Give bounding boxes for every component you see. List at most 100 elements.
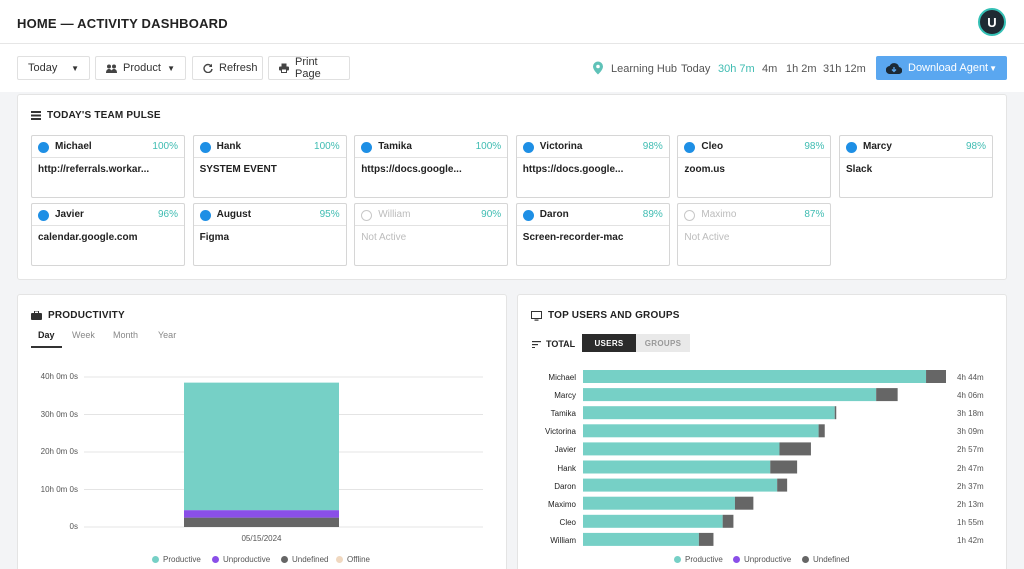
tab-day[interactable]: Day xyxy=(38,330,55,340)
stat-undefined: 1h 2m xyxy=(786,63,817,75)
bar-productive[interactable] xyxy=(184,382,339,511)
top-users-title: TOP USERS AND GROUPS xyxy=(531,310,680,321)
pulse-tile-daron[interactable]: Daron 89% Screen-recorder-mac xyxy=(515,202,670,266)
refresh-icon xyxy=(203,63,213,73)
tab-week[interactable]: Week xyxy=(72,330,95,340)
pulse-tile-tamika[interactable]: Tamika 100% https://docs.google... xyxy=(354,135,509,198)
refresh-button[interactable]: Refresh xyxy=(192,56,263,80)
legend-label: Offline xyxy=(347,555,370,564)
status-dot-icon xyxy=(361,209,373,221)
y-tick-label: 30h 0m 0s xyxy=(40,409,78,419)
tab-month[interactable]: Month xyxy=(113,330,139,340)
y-tick-label: 40h 0m 0s xyxy=(40,372,78,381)
current-app: https://docs.google... xyxy=(361,164,462,175)
user-time-javier: 2h 57m xyxy=(957,445,984,455)
bar-undefined[interactable] xyxy=(184,517,339,527)
user-name: Michael xyxy=(55,141,92,152)
status-dot-icon xyxy=(522,209,534,221)
user-time-hank: 2h 47m xyxy=(957,463,984,473)
status-dot-icon xyxy=(684,209,696,221)
tile-header: Cleo 98% xyxy=(678,136,831,158)
stat-productive: 30h 7m xyxy=(718,63,755,75)
legend-item-unproductive[interactable]: Unproductive xyxy=(212,555,270,564)
legend-swatch xyxy=(281,556,288,563)
tile-header: Michael 100% xyxy=(32,136,184,158)
user-label-victorina: Victorina xyxy=(545,427,576,437)
productivity-percent: 96% xyxy=(157,208,178,220)
pulse-tile-hank[interactable]: Hank 100% SYSTEM EVENT xyxy=(192,135,347,198)
total-sort-toggle[interactable]: TOTAL xyxy=(532,339,575,349)
tile-header: Hank 100% xyxy=(193,136,346,158)
avatar[interactable]: U xyxy=(978,8,1006,36)
legend-item-offline[interactable]: Offline xyxy=(336,555,370,564)
pulse-tile-michael[interactable]: Michael 100% http://referrals.workar... xyxy=(31,135,185,198)
date-range-select[interactable]: Today ▼ xyxy=(17,56,90,80)
productivity-percent: 98% xyxy=(804,141,825,152)
pulse-tile-august[interactable]: August 95% Figma xyxy=(192,202,347,266)
legend-item-unproductive[interactable]: Unproductive xyxy=(733,555,791,564)
user-name: Hank xyxy=(216,141,242,152)
tab-year[interactable]: Year xyxy=(158,330,177,340)
pulse-tile-javier[interactable]: Javier 96% calendar.google.com xyxy=(31,202,185,266)
user-label-maximo: Maximo xyxy=(547,499,576,509)
status-dot-icon xyxy=(684,142,696,153)
status-dot-icon xyxy=(522,142,534,153)
productivity-percent: 100% xyxy=(314,141,340,152)
groups-toggle-button[interactable]: GROUPS xyxy=(636,334,690,352)
bar-unproductive[interactable] xyxy=(184,510,339,518)
pulse-tile-victorina[interactable]: Victorina 98% https://docs.google... xyxy=(515,135,670,198)
cloud-download-icon xyxy=(886,62,902,74)
current-app: Not Active xyxy=(684,231,730,243)
productivity-percent: 100% xyxy=(152,141,178,152)
user-time-victorina: 3h 09m xyxy=(957,427,984,437)
user-name: Marcy xyxy=(863,141,892,152)
legend-swatch xyxy=(674,556,681,563)
legend-item-undefined[interactable]: Undefined xyxy=(281,555,328,564)
productivity-percent: 95% xyxy=(319,208,340,220)
pulse-tile-cleo[interactable]: Cleo 98% zoom.us xyxy=(677,135,832,198)
pulse-tile-maximo[interactable]: Maximo 87% Not Active xyxy=(677,202,832,266)
users-toggle-button[interactable]: USERS xyxy=(582,334,636,352)
legend-label: Undefined xyxy=(292,555,329,564)
y-tick-label: 20h 0m 0s xyxy=(40,447,78,456)
caret-down-icon: ▼ xyxy=(167,63,175,73)
status-dot-icon xyxy=(846,142,857,153)
user-name: Cleo xyxy=(701,141,724,152)
user-time-michael: 4h 44m xyxy=(957,373,984,382)
user-label-michael: Michael xyxy=(548,373,576,382)
legend-swatch xyxy=(336,556,343,563)
status-dot-icon xyxy=(38,142,49,153)
user-name: William xyxy=(378,208,411,220)
x-tick-label: 05/15/2024 xyxy=(241,534,282,543)
legend-item-productive[interactable]: Productive xyxy=(674,555,723,564)
legend-label: Productive xyxy=(163,555,201,564)
user-time-william: 1h 42m xyxy=(957,535,984,545)
legend-item-undefined[interactable]: Undefined xyxy=(802,555,849,564)
user-name: Daron xyxy=(539,208,569,220)
tile-header: Javier 96% xyxy=(32,204,184,226)
legend-item-productive[interactable]: Productive xyxy=(152,555,201,564)
pulse-tile-marcy[interactable]: Marcy 98% Slack xyxy=(839,135,993,198)
legend-label: Unproductive xyxy=(223,555,271,564)
tile-header: William 90% xyxy=(355,204,508,226)
user-label-daron: Daron xyxy=(554,481,576,491)
legend-swatch xyxy=(733,556,740,563)
team-pulse-title-text: TODAY'S TEAM PULSE xyxy=(47,110,161,121)
tile-header: Daron 89% xyxy=(516,204,669,226)
team-pulse-title: TODAY'S TEAM PULSE xyxy=(31,110,161,121)
download-agent-label: Download Agent xyxy=(908,62,989,74)
status-dot-icon xyxy=(38,209,49,221)
stat-unproductive: 4m xyxy=(762,63,778,75)
print-page-button[interactable]: Print Page xyxy=(268,56,350,80)
legend-swatch xyxy=(802,556,809,563)
download-agent-button[interactable]: Download Agent ▼ xyxy=(876,56,1007,80)
group-select[interactable]: Product ▼ xyxy=(95,56,186,80)
user-name: Maximo xyxy=(701,208,737,220)
productivity-percent: 100% xyxy=(475,141,502,152)
productivity-title-text: PRODUCTIVITY xyxy=(48,310,125,321)
pulse-tile-william[interactable]: William 90% Not Active xyxy=(354,202,509,266)
refresh-label: Refresh xyxy=(219,62,258,74)
current-app: calendar.google.com xyxy=(38,231,138,243)
period-label: Today xyxy=(681,63,711,75)
